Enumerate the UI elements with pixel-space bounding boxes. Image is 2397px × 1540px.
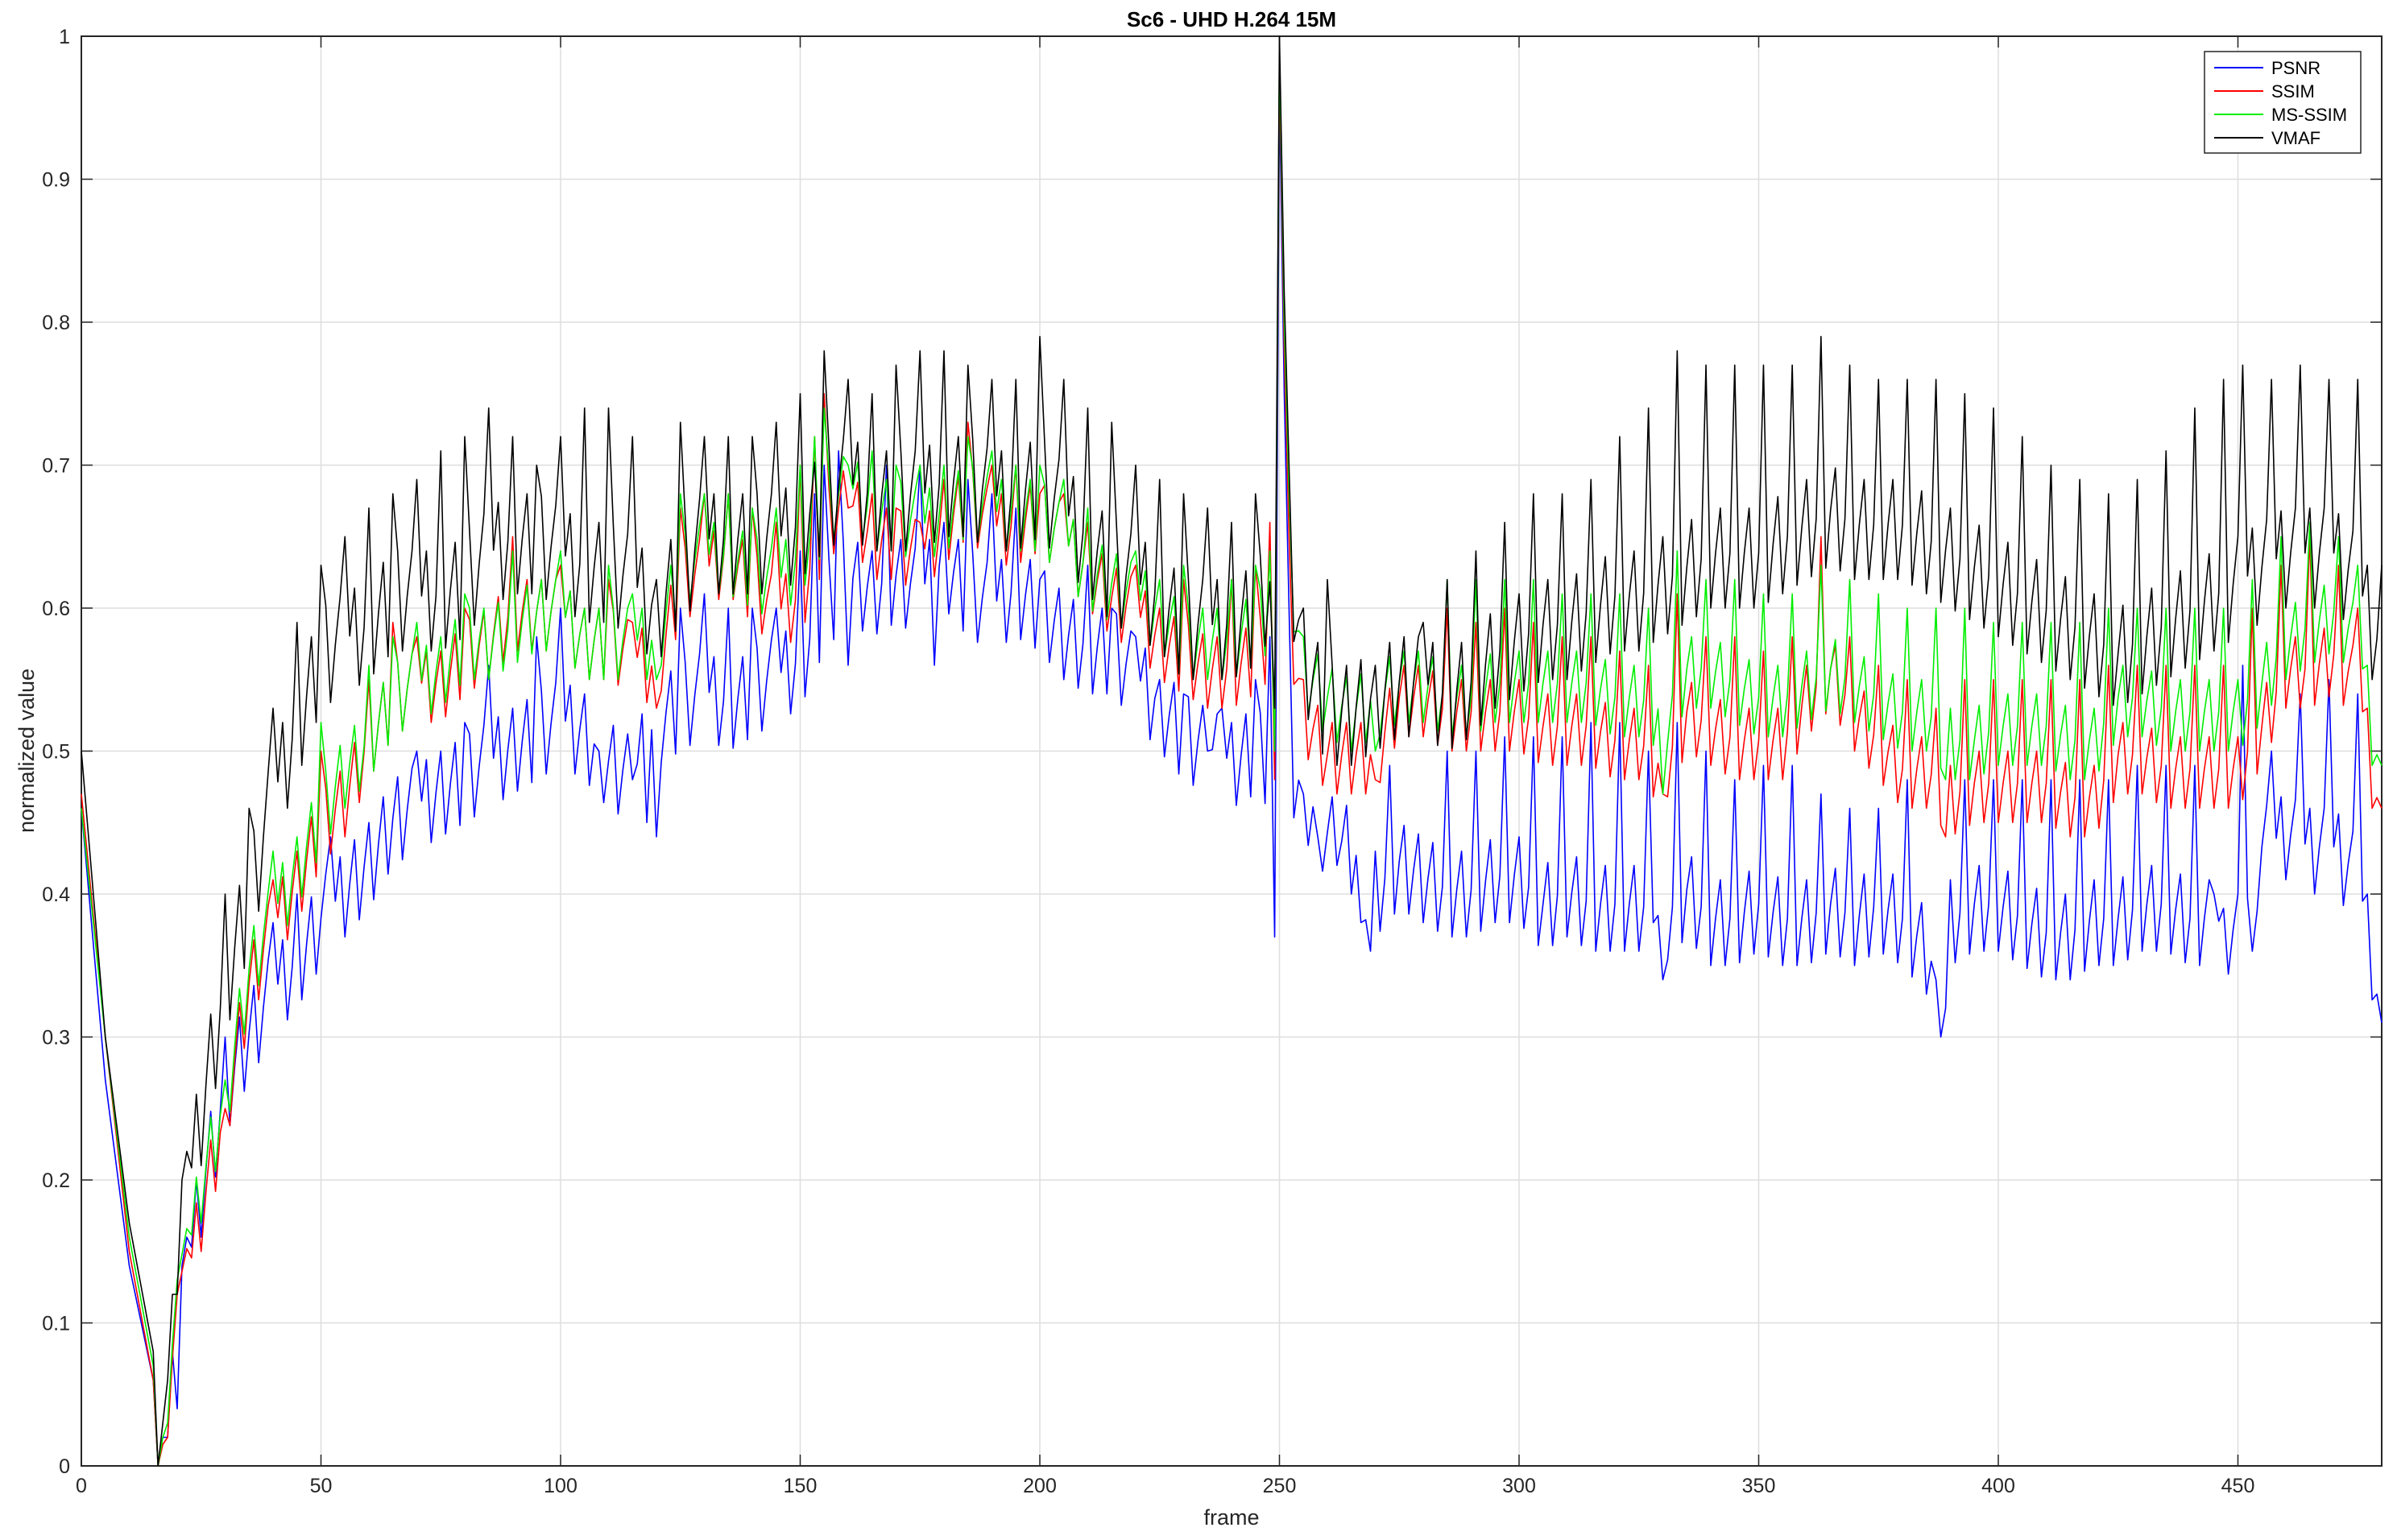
chart-title: Sc6 - UHD H.264 15M xyxy=(1127,7,1336,31)
x-tick-label: 300 xyxy=(1502,1475,1536,1497)
y-tick-label: 0 xyxy=(59,1455,70,1478)
legend-label-ssim: SSIM xyxy=(2271,81,2315,101)
x-tick-label: 400 xyxy=(1981,1475,2015,1497)
y-tick-label: 0.6 xyxy=(42,598,70,620)
series-lines xyxy=(81,35,2383,1467)
y-axis-label: normalized value xyxy=(14,669,39,833)
legend-label-ms-ssim: MS-SSIM xyxy=(2271,105,2347,125)
y-tick-label: 0.1 xyxy=(42,1313,70,1335)
legend-label-psnr: PSNR xyxy=(2271,58,2320,78)
x-tick-label: 150 xyxy=(784,1475,818,1497)
legend-label-vmaf: VMAF xyxy=(2271,128,2320,148)
x-tick-label: 200 xyxy=(1023,1475,1057,1497)
y-tick-label: 0.8 xyxy=(42,312,70,334)
x-tick-label: 450 xyxy=(2221,1475,2255,1497)
y-tick-label: 0.9 xyxy=(42,169,70,192)
legend: PSNR SSIM MS-SSIM VMAF xyxy=(2204,51,2362,154)
y-tick-label: 1 xyxy=(59,26,70,48)
x-tick-label: 100 xyxy=(544,1475,578,1497)
axis-ticks: 0 50 100 150 200 250 300 350 400 450 0 0.1 0.2 0.3 0.4… xyxy=(42,26,2382,1497)
y-tick-label: 0.4 xyxy=(42,884,70,906)
x-axis-label: frame xyxy=(1203,1505,1259,1530)
x-tick-label: 50 xyxy=(310,1475,333,1497)
y-tick-label: 0.2 xyxy=(42,1169,70,1192)
series-line-psnr xyxy=(81,93,2383,1467)
x-tick-label: 250 xyxy=(1263,1475,1297,1497)
series-line-ms-ssim xyxy=(81,49,2383,1467)
series-line-vmaf xyxy=(81,35,2383,1467)
y-tick-label: 0.5 xyxy=(42,741,70,764)
x-tick-label: 350 xyxy=(1742,1475,1776,1497)
x-tick-label: 0 xyxy=(76,1475,87,1497)
y-tick-label: 0.3 xyxy=(42,1027,70,1049)
y-tick-label: 0.7 xyxy=(42,455,70,478)
